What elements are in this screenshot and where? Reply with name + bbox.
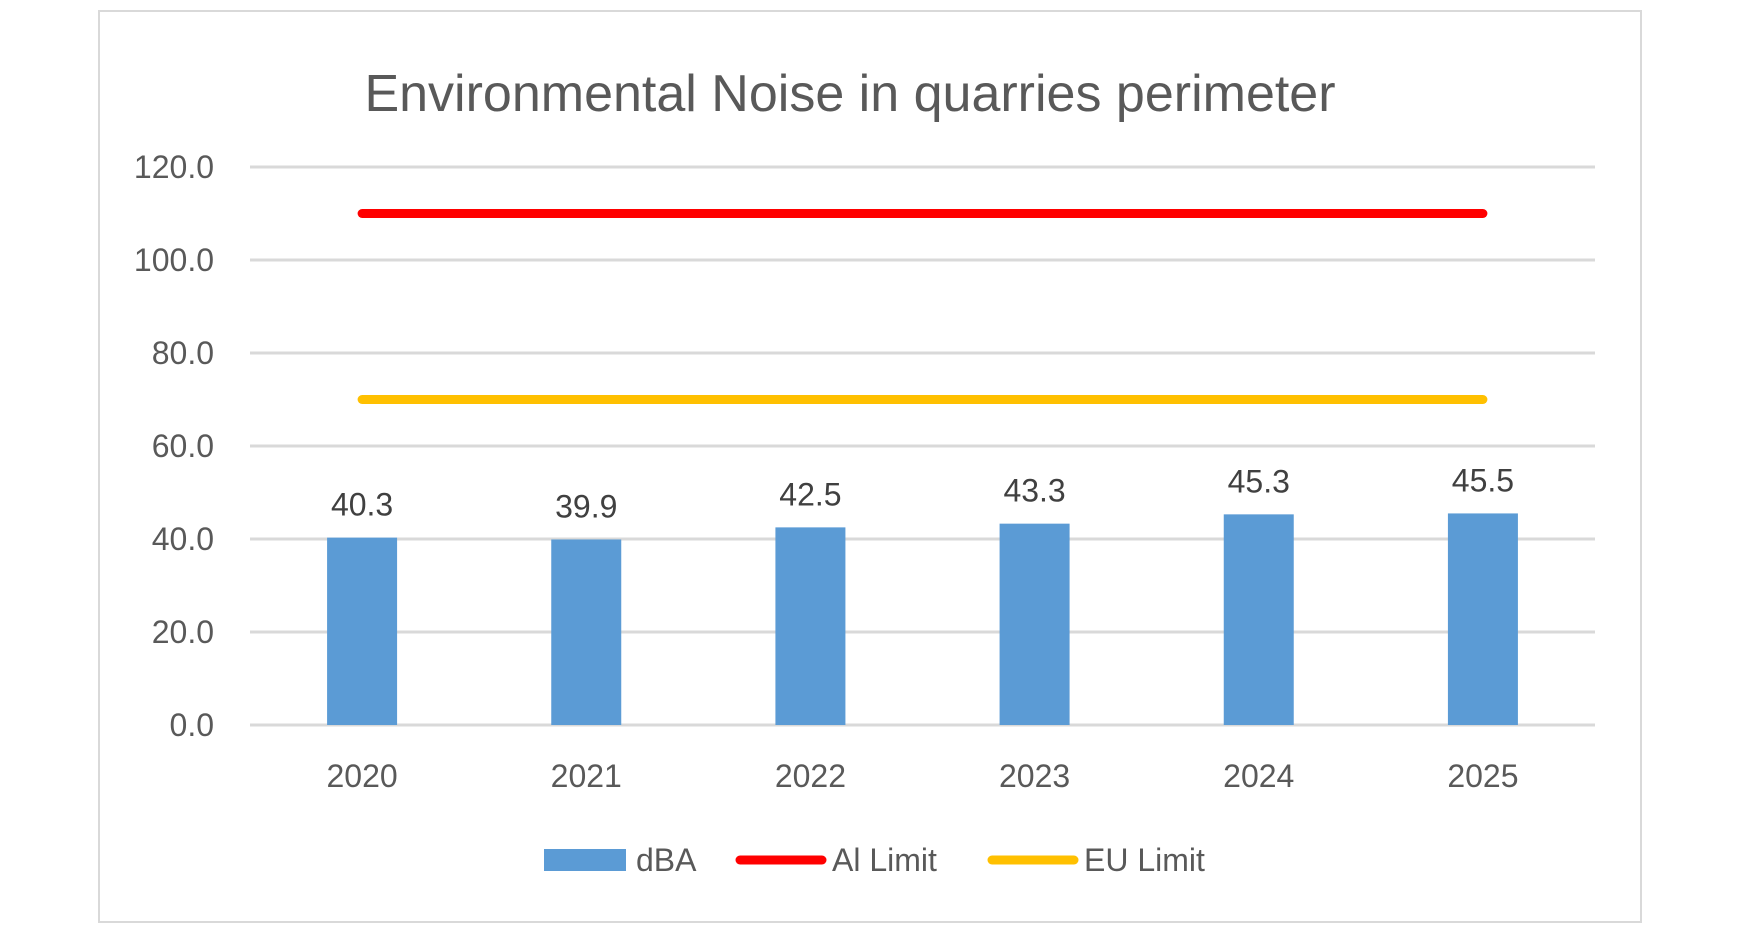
y-tick-label: 80.0 [152,335,214,371]
legend-item: dBA [544,842,697,878]
limit-lines [357,209,1488,404]
legend-item: Al Limit [735,842,937,878]
bar-2025 [1447,513,1518,725]
legend-label: Al Limit [832,842,937,878]
bar-2023 [999,523,1070,725]
legend-swatch [544,849,626,871]
x-tick-label: 2024 [1223,758,1294,794]
data-label: 43.3 [1003,473,1065,509]
bar-2024 [1223,514,1294,725]
bar-series [327,513,1518,725]
legend-label: EU Limit [1084,842,1205,878]
y-tick-label: 60.0 [152,428,214,464]
bar-2020 [327,537,398,725]
x-axis-ticks: 2020 2021 2022 2023 2024 2025 [326,758,1518,794]
gridlines [250,165,1595,727]
legend: dBA Al Limit EU Limit [544,842,1205,878]
x-tick-label: 2021 [551,758,622,794]
legend-item: EU Limit [987,842,1205,878]
data-label: 45.5 [1452,462,1514,498]
x-tick-label: 2020 [326,758,397,794]
bar-2021 [551,539,622,725]
y-tick-label: 20.0 [152,614,214,650]
y-tick-label: 100.0 [134,242,214,278]
data-labels: 40.3 39.9 42.5 43.3 45.3 45.5 [331,462,1514,524]
data-label: 45.3 [1228,463,1290,499]
y-tick-label: 0.0 [170,707,214,743]
x-tick-label: 2025 [1447,758,1518,794]
y-tick-label: 120.0 [134,149,214,185]
x-tick-label: 2022 [775,758,846,794]
bar-2022 [775,527,846,725]
x-tick-label: 2023 [999,758,1070,794]
y-tick-label: 40.0 [152,521,214,557]
chart-title: Environmental Noise in quarries perimete… [364,65,1335,123]
data-label: 42.5 [779,476,841,512]
data-label: 40.3 [331,487,393,523]
chart-frame [98,10,1642,923]
data-label: 39.9 [555,488,617,524]
y-axis-ticks: 0.0 20.0 40.0 60.0 80.0 100.0 120.0 [134,149,214,743]
legend-label: dBA [636,842,697,878]
